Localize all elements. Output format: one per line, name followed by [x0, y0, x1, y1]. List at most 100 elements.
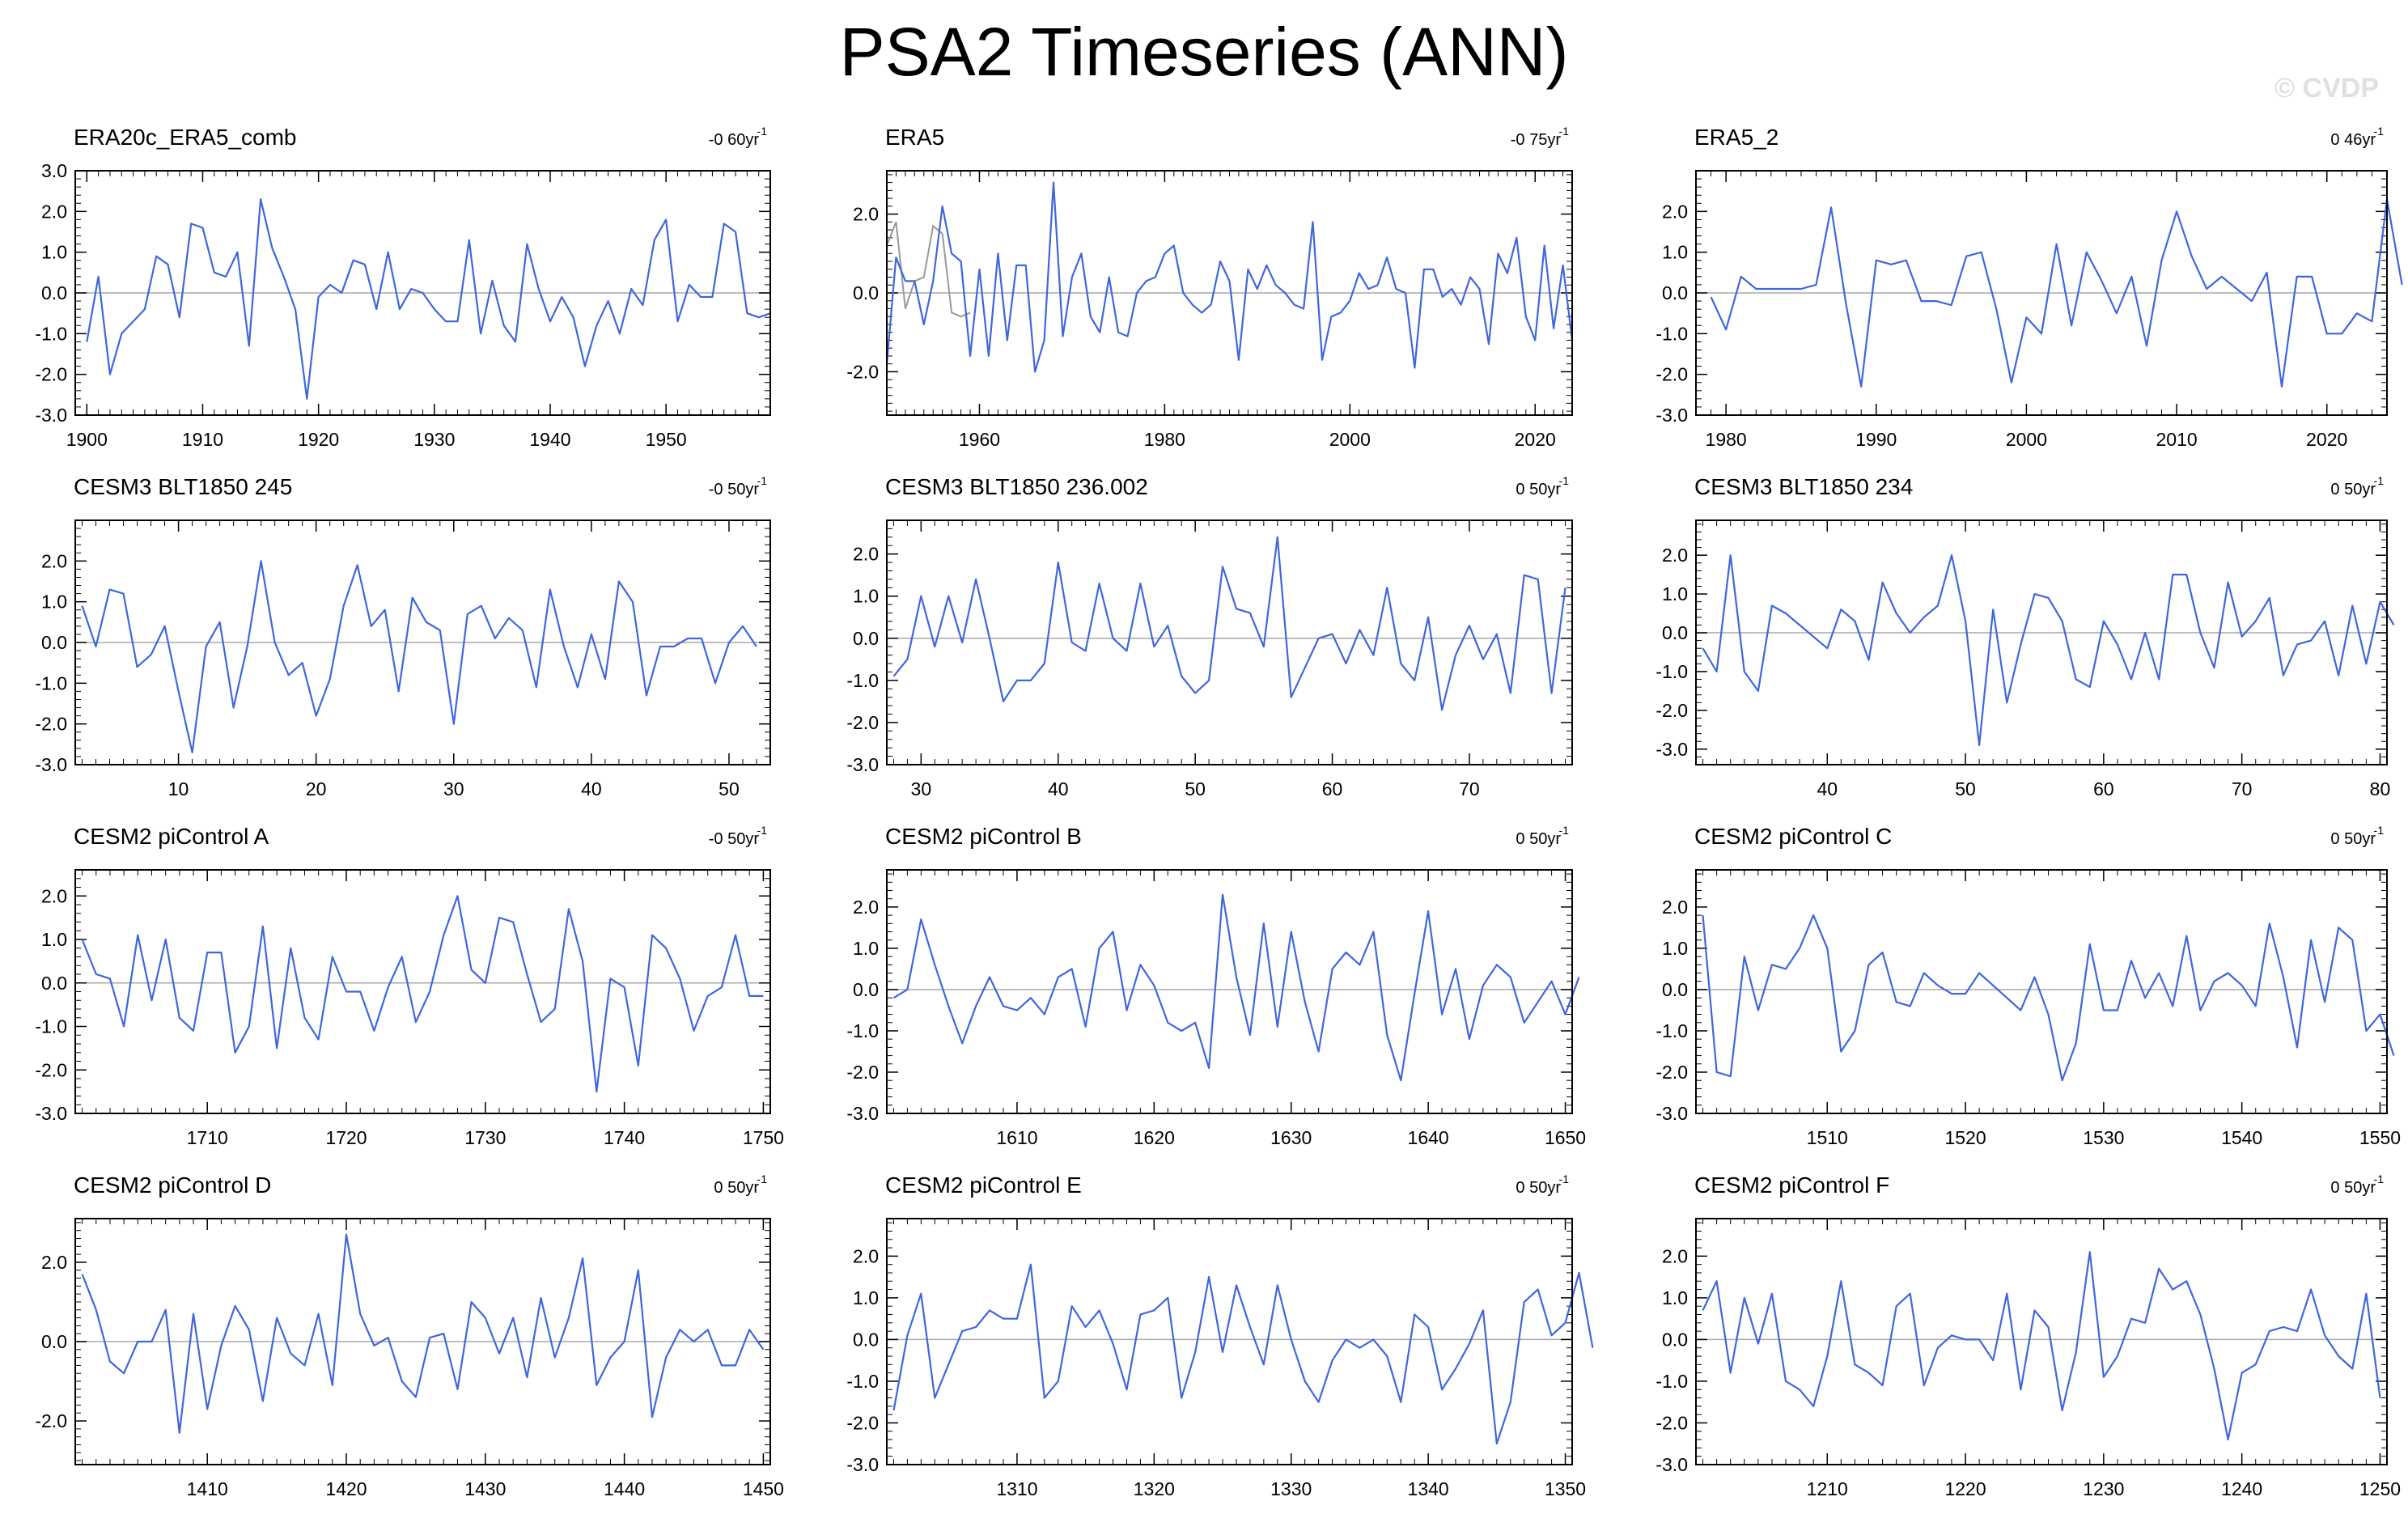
- data-point: [1867, 963, 1871, 966]
- data-point: [617, 580, 621, 583]
- data-point: [1936, 604, 1940, 608]
- data-point: [653, 239, 656, 242]
- data-point: [1070, 967, 1074, 970]
- data-point: [2282, 674, 2285, 677]
- data-point: [1002, 700, 1005, 703]
- data-point: [315, 714, 318, 718]
- data-point: [136, 665, 139, 668]
- y-tick-label: 1.0: [1662, 583, 1688, 604]
- data-point: [372, 1029, 375, 1033]
- data-point: [525, 1376, 528, 1379]
- data-point: [1724, 328, 1728, 331]
- data-point: [1249, 1033, 1252, 1037]
- data-point: [2115, 312, 2118, 315]
- series-line: [1702, 914, 2395, 1082]
- page-title: PSA2 Timeseries (ANN): [839, 14, 1569, 90]
- data-point: [734, 934, 737, 937]
- x-tick-label: 1250: [2359, 1478, 2401, 1499]
- data-point: [428, 1336, 431, 1339]
- y-tick-label: 0.0: [1662, 979, 1688, 1000]
- y-tick-label: -1.0: [846, 670, 879, 691]
- data-point: [1062, 335, 1065, 338]
- data-point: [2241, 635, 2244, 638]
- x-tick-label: 60: [1322, 778, 1343, 799]
- data-point: [2401, 283, 2404, 286]
- data-point: [2309, 939, 2313, 942]
- data-point: [1550, 692, 1554, 695]
- data-point: [581, 1257, 584, 1260]
- y-tick-label: -2.0: [846, 1412, 879, 1433]
- data-point: [1331, 633, 1334, 636]
- x-tick-label: 1640: [1408, 1127, 1449, 1148]
- data-point: [1304, 1380, 1307, 1383]
- data-point: [1710, 295, 1713, 299]
- data-point: [2157, 972, 2160, 975]
- panel-7: CESM2 piControl A -0 50yr-1 2.0 1.0 0.0 -1.0 -…: [35, 824, 784, 1148]
- data-point: [2351, 1368, 2354, 1371]
- data-point: [960, 1041, 964, 1045]
- data-point: [933, 645, 936, 648]
- data-point: [1422, 268, 1426, 271]
- y-tick-label: 1.0: [1662, 1287, 1688, 1308]
- data-point: [714, 681, 717, 685]
- data-point: [178, 316, 181, 319]
- data-point: [470, 1300, 473, 1304]
- series-line: [81, 895, 764, 1093]
- x-tick-label: 1520: [1944, 1127, 1986, 1148]
- data-point: [2296, 1329, 2299, 1333]
- data-point: [1454, 1368, 1457, 1371]
- data-point: [260, 559, 263, 562]
- data-point: [1033, 370, 1037, 373]
- data-point: [273, 641, 277, 644]
- data-point: [289, 947, 292, 950]
- trend-exponent: -1: [757, 824, 768, 837]
- data-point: [2227, 1438, 2230, 1441]
- data-point: [387, 1336, 390, 1339]
- data-point: [608, 977, 612, 980]
- data-point: [1317, 1050, 1321, 1054]
- plot-frame: [1695, 869, 2388, 1114]
- data-point: [1867, 659, 1871, 662]
- x-tick-label: 1730: [464, 1127, 506, 1148]
- data-point: [261, 925, 265, 928]
- data-point: [205, 645, 208, 648]
- data-point: [2268, 1329, 2271, 1333]
- data-point: [2205, 287, 2208, 290]
- data-point: [1506, 272, 1509, 275]
- data-point: [2185, 1279, 2188, 1283]
- data-point: [748, 994, 751, 998]
- data-point: [2296, 275, 2299, 278]
- data-point: [1935, 299, 1938, 303]
- data-point: [246, 645, 249, 648]
- data-point: [2175, 210, 2178, 213]
- data-point: [1543, 244, 1546, 248]
- data-point: [604, 677, 607, 681]
- data-point: [2171, 573, 2174, 576]
- data-point: [1965, 255, 1968, 258]
- series-line: [892, 536, 1566, 711]
- data-point: [303, 1363, 307, 1367]
- data-point: [1221, 1351, 1224, 1354]
- x-tick-label: 1990: [1855, 429, 1897, 450]
- y-tick-label: -3.0: [846, 1103, 879, 1124]
- data-point: [331, 1384, 334, 1387]
- data-point: [2393, 1054, 2396, 1058]
- y-tick-label: -2.0: [35, 714, 67, 735]
- data-point: [317, 1038, 320, 1041]
- data-point: [1207, 679, 1210, 682]
- data-point: [466, 613, 469, 616]
- data-point: [1482, 1308, 1485, 1312]
- data-point: [2198, 631, 2202, 634]
- data-point: [1246, 268, 1249, 271]
- data-point: [1978, 744, 1981, 747]
- data-point: [305, 397, 308, 401]
- data-point: [1495, 633, 1499, 636]
- x-tick-label: 1450: [743, 1478, 784, 1499]
- plot-frame: [74, 170, 771, 416]
- series-line: [81, 560, 757, 754]
- data-point: [1207, 1066, 1210, 1070]
- data-point: [974, 1004, 977, 1007]
- data-point: [950, 252, 953, 255]
- data-point: [595, 1090, 598, 1093]
- data-point: [623, 1340, 626, 1343]
